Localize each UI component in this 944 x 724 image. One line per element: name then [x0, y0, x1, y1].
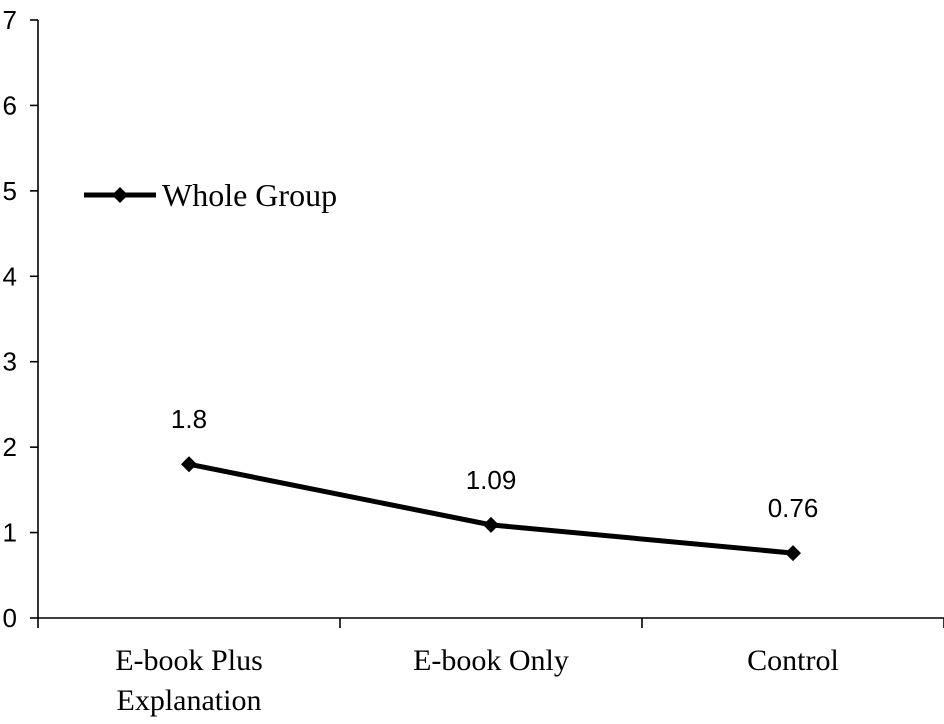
x-tick-label: Control: [747, 644, 839, 677]
y-tick-label: 7: [3, 5, 17, 35]
y-tick-label: 3: [3, 347, 17, 377]
legend-label: Whole Group: [162, 177, 337, 213]
data-point-marker: [483, 516, 499, 533]
data-point-marker: [181, 456, 197, 473]
data-label: 1.8: [171, 404, 207, 434]
x-tick-label: E-book Only: [413, 644, 569, 677]
x-tick-label: E-book Plus Explanation: [115, 644, 263, 717]
legend: Whole Group: [84, 177, 337, 213]
data-label: 1.09: [466, 465, 517, 495]
y-tick-label: 4: [3, 261, 17, 291]
y-tick-label: 6: [3, 90, 17, 120]
legend-marker-diamond: [112, 187, 128, 203]
x-axis-ticks: E-book Plus Explanation E-book Only Control: [37, 618, 944, 717]
y-tick-label: 1: [3, 518, 17, 548]
axes: [37, 20, 944, 619]
y-tick-label: 2: [3, 432, 17, 462]
y-tick-label: 5: [3, 176, 17, 206]
y-tick-label: 0: [3, 603, 17, 633]
y-axis-ticks: 0 1 2 3 4 5 6 7: [3, 5, 38, 633]
data-point-marker: [785, 545, 801, 562]
data-label: 0.76: [768, 493, 819, 523]
series-group: 1.8 1.09 0.76: [171, 404, 819, 562]
